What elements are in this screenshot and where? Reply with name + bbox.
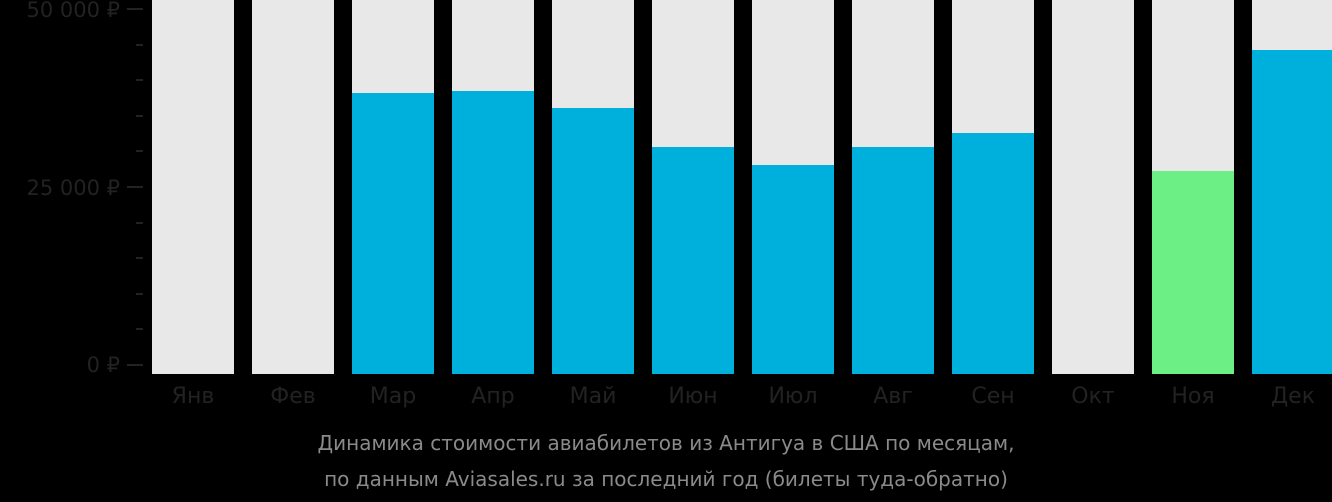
minor-tick [136, 79, 143, 82]
chart-caption-line2: по данным Aviasales.ru за последний год … [324, 467, 1008, 491]
y-label-0: 0 ₽ [86, 353, 120, 377]
x-label: Апр [471, 384, 515, 409]
bar-value [1252, 50, 1332, 374]
bar-value [952, 132, 1034, 374]
x-label: Окт [1071, 384, 1115, 409]
minor-tick [136, 114, 143, 117]
bar-value [452, 90, 534, 374]
bar-column-3[interactable] [452, 0, 534, 374]
minor-tick [136, 328, 143, 331]
bar-column-4[interactable] [552, 0, 634, 374]
bar-column-1[interactable] [252, 0, 334, 374]
bar-value [1152, 171, 1234, 374]
x-label: Сен [971, 384, 1015, 409]
bar-column-9[interactable] [1052, 0, 1134, 374]
x-label: Июн [668, 384, 718, 409]
minor-tick [136, 257, 143, 260]
major-tick [127, 8, 143, 10]
x-label: Июл [768, 384, 818, 409]
bar-value [752, 164, 834, 374]
bar-value [852, 147, 934, 374]
minor-tick [136, 150, 143, 153]
bar-value [652, 147, 734, 374]
bar-column-5[interactable] [652, 0, 734, 374]
bar-column-7[interactable] [852, 0, 934, 374]
bar-column-10[interactable] [1152, 0, 1234, 374]
major-tick [127, 186, 143, 188]
bar-column-8[interactable] [952, 0, 1034, 374]
bar-column-2[interactable] [352, 0, 434, 374]
x-label: Мар [369, 384, 417, 409]
minor-tick [136, 43, 143, 46]
minor-tick [136, 221, 143, 224]
x-label: Авг [873, 384, 913, 409]
x-label: Фев [270, 384, 316, 409]
x-label: Янв [171, 384, 215, 409]
y-label-50000: 50 000 ₽ [26, 0, 120, 22]
major-tick [127, 364, 143, 366]
bar-column-6[interactable] [752, 0, 834, 374]
bar-column-0[interactable] [152, 0, 234, 374]
bar-column-11[interactable] [1252, 0, 1332, 374]
x-label: Дек [1270, 384, 1315, 409]
bar-value [552, 107, 634, 374]
bar-value [352, 93, 434, 374]
x-label: Май [569, 384, 617, 409]
y-label-25000: 25 000 ₽ [26, 176, 120, 200]
minor-tick [136, 292, 143, 295]
chart-caption-line1: Динамика стоимости авиабилетов из Антигу… [317, 431, 1015, 455]
x-label: Ноя [1171, 384, 1215, 409]
